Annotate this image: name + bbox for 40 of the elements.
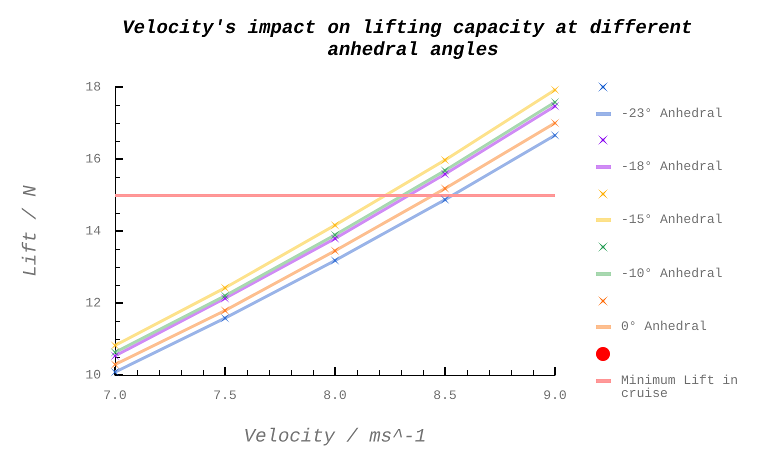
x-tick-label: 8.5	[433, 388, 457, 403]
x-tick-label: 7.5	[213, 388, 237, 403]
y-tick-label: 10	[85, 368, 101, 382]
point	[330, 220, 340, 230]
point	[550, 130, 560, 140]
point	[330, 256, 340, 266]
point	[330, 246, 340, 256]
point	[550, 118, 560, 128]
point	[220, 314, 230, 323]
point	[440, 184, 450, 194]
point	[550, 85, 560, 94]
point	[440, 156, 450, 165]
point	[550, 98, 560, 107]
x-tick-label: 7.0	[103, 388, 127, 403]
point	[440, 195, 450, 204]
chart-title: Velocity's impact on lifting capacity at different anhedral angles	[122, 17, 704, 61]
point	[330, 230, 340, 240]
x-tick-label: 8.0	[323, 388, 347, 403]
legend-label: 0° Anhedral	[621, 319, 708, 334]
y-tick-label: 16	[85, 152, 101, 166]
y-tick-label: 14	[85, 224, 102, 238]
legend-label: -15° Anhedral	[621, 212, 724, 228]
point	[110, 348, 120, 357]
y-axis-title: Lift / N	[20, 184, 42, 277]
point	[110, 360, 120, 370]
x-axis-title: Velocity / ms^-1	[244, 426, 426, 448]
point	[110, 351, 120, 360]
point	[220, 283, 230, 292]
legend-label: -10° Anhedral	[621, 266, 724, 281]
point	[220, 291, 230, 300]
legend-label: -18° Anhedral	[621, 159, 724, 174]
legend-label: Minimum Lift in cruise	[621, 372, 740, 401]
point	[440, 166, 450, 176]
point	[550, 102, 560, 111]
x-tick-label: 9.0	[543, 388, 567, 403]
legend-label: -23° Anhedral	[621, 106, 724, 121]
y-tick-label: 18	[85, 80, 101, 94]
point	[220, 306, 230, 316]
y-tick-label: 12	[85, 296, 101, 310]
point	[110, 340, 120, 350]
